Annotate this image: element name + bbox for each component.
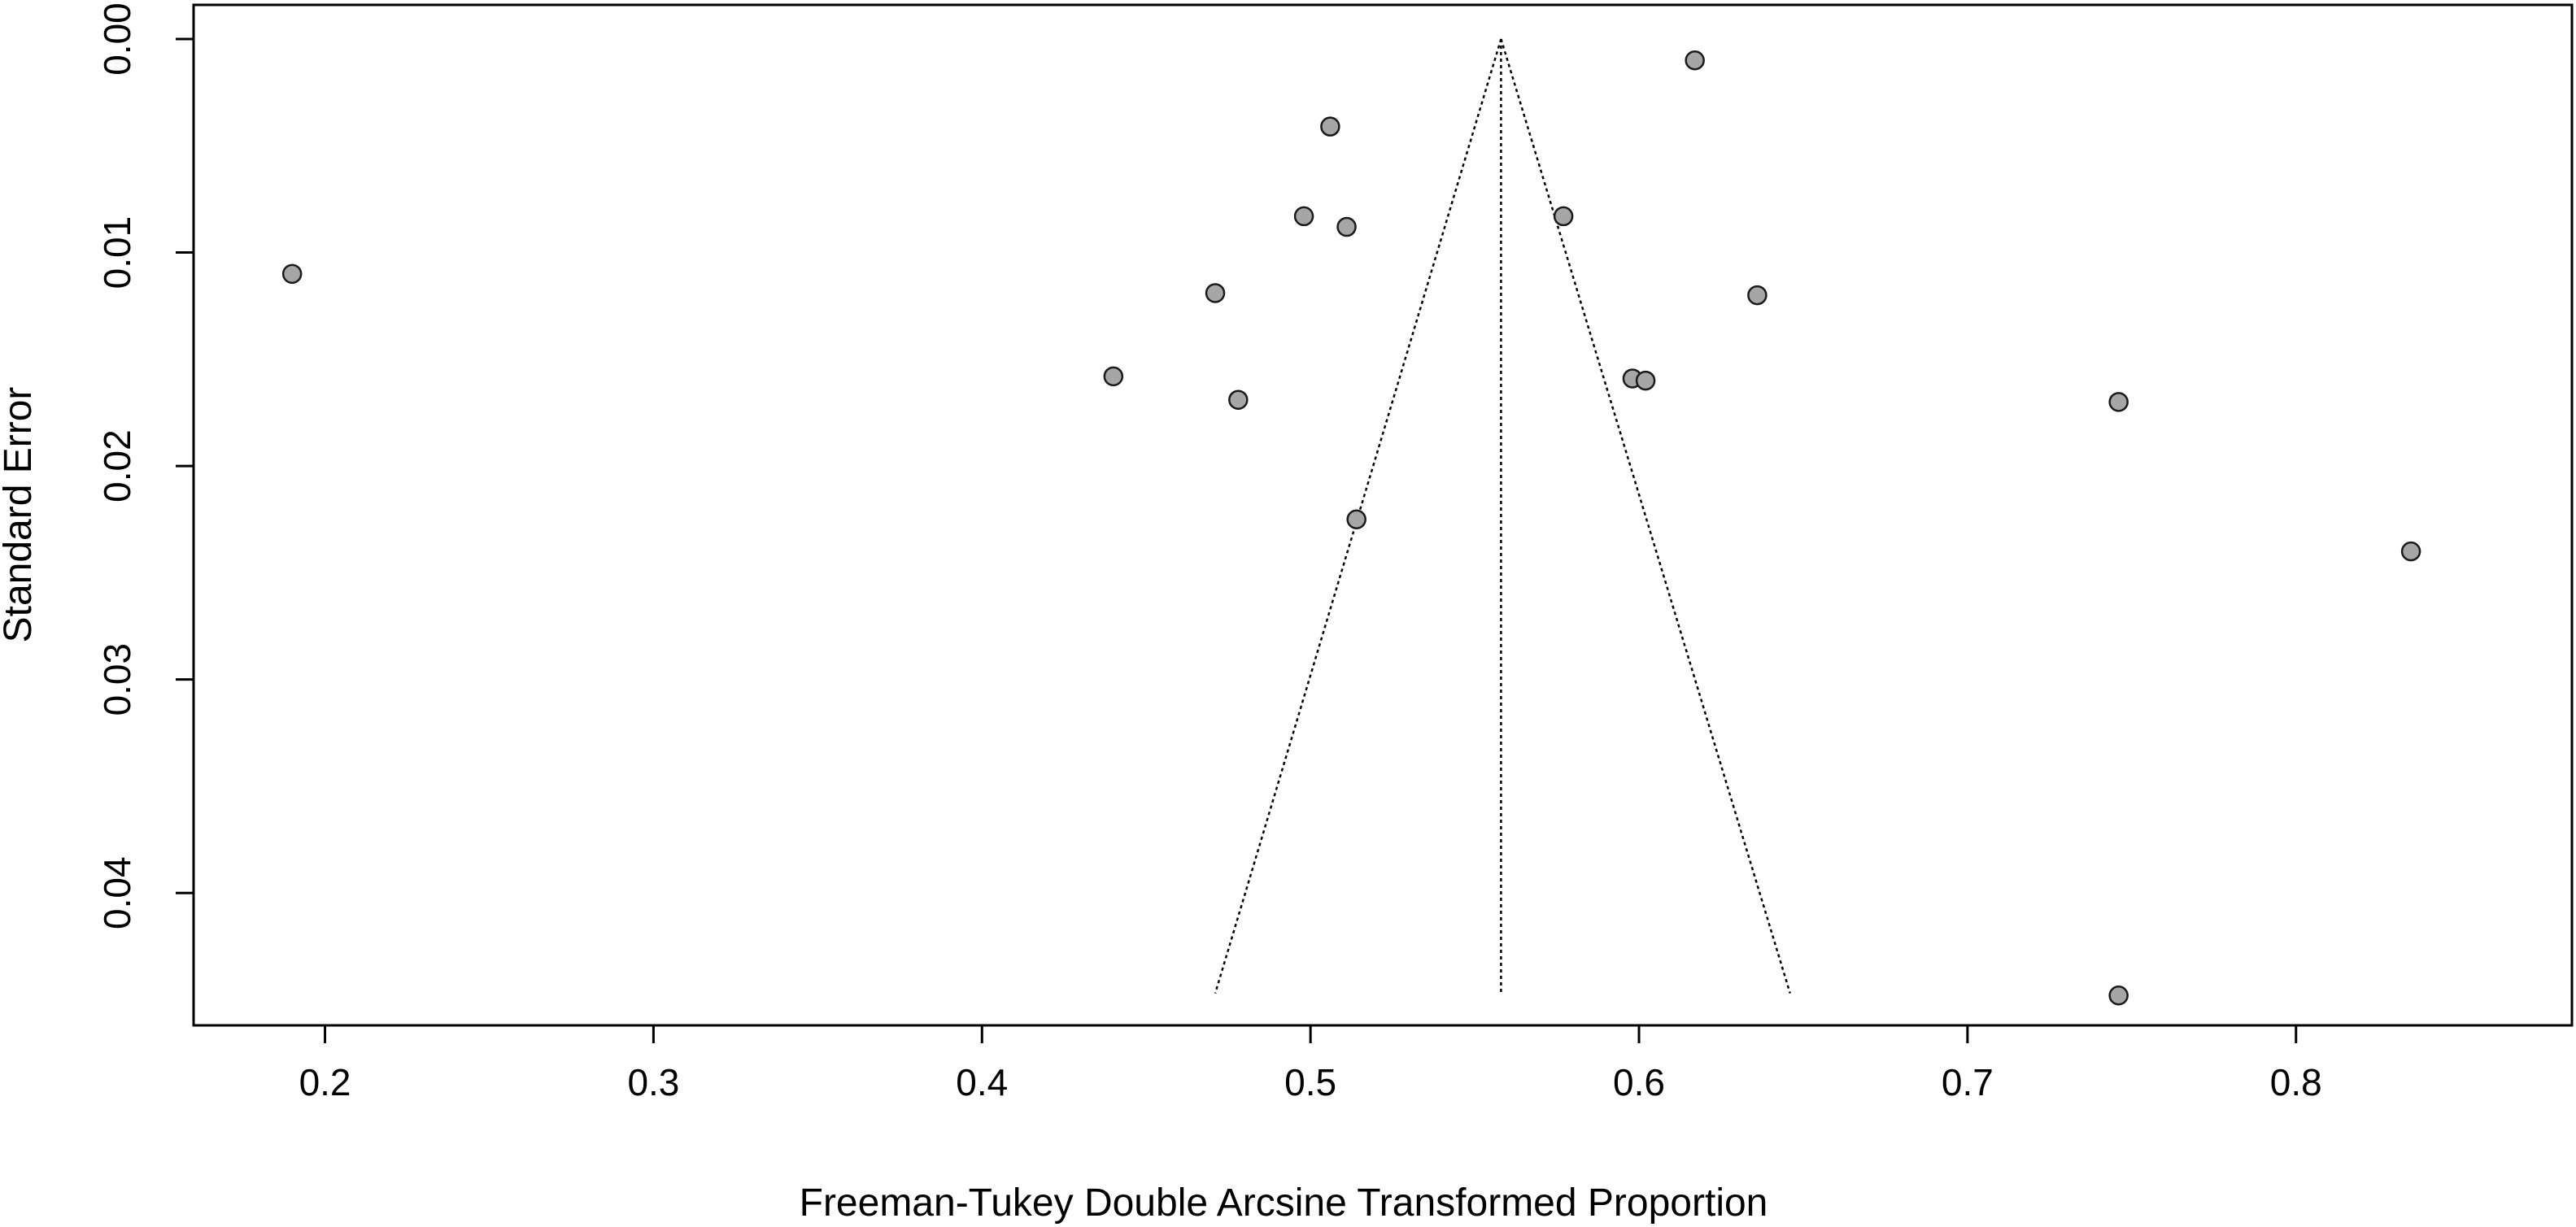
study-point-1	[1103, 366, 1124, 387]
study-point-3	[1228, 389, 1249, 410]
funnel-lines	[1214, 38, 1791, 994]
study-point-2	[1205, 283, 1226, 303]
study-point-13	[2108, 392, 2129, 412]
x-axis: 0.2 0.3 0.4 0.5 0.6 0.7 0.8	[299, 1025, 2322, 1103]
study-point-11	[1685, 50, 1705, 71]
study-point-12	[1747, 285, 1767, 306]
y-axis-title: Standard Error	[0, 387, 40, 643]
x-tick-label-1: 0.3	[627, 1061, 679, 1103]
study-points	[281, 50, 2421, 1006]
x-tick-label-6: 0.8	[2270, 1061, 2322, 1103]
study-point-7	[1346, 509, 1366, 530]
study-point-0	[281, 263, 303, 285]
y-axis: 0.00 0.01 0.02 0.03 0.04	[96, 2, 194, 929]
plot-frame	[192, 3, 2574, 1027]
y-tick-label-1: 0.01	[96, 216, 138, 289]
x-tick-label-4: 0.6	[1613, 1061, 1665, 1103]
study-point-15	[2400, 541, 2421, 562]
study-point-8	[1553, 206, 1574, 227]
y-tick-label-4: 0.04	[96, 856, 138, 929]
study-point-10	[1635, 370, 1656, 391]
study-point-4	[1293, 206, 1314, 227]
study-point-14	[2108, 985, 2129, 1006]
funnel-right-line	[1500, 38, 1791, 994]
x-axis-title: Freeman-Tukey Double Arcsine Transformed…	[800, 1181, 1768, 1225]
y-tick-label-3: 0.03	[96, 643, 138, 716]
y-tick-label-2: 0.02	[96, 429, 138, 503]
x-tick-label-2: 0.4	[956, 1061, 1008, 1103]
study-point-6	[1336, 216, 1357, 237]
x-tick-label-3: 0.5	[1284, 1061, 1336, 1103]
study-point-5	[1320, 116, 1340, 137]
x-tick-label-0: 0.2	[299, 1061, 351, 1103]
y-tick-label-0: 0.00	[96, 2, 138, 76]
x-tick-label-5: 0.7	[1942, 1061, 1994, 1103]
